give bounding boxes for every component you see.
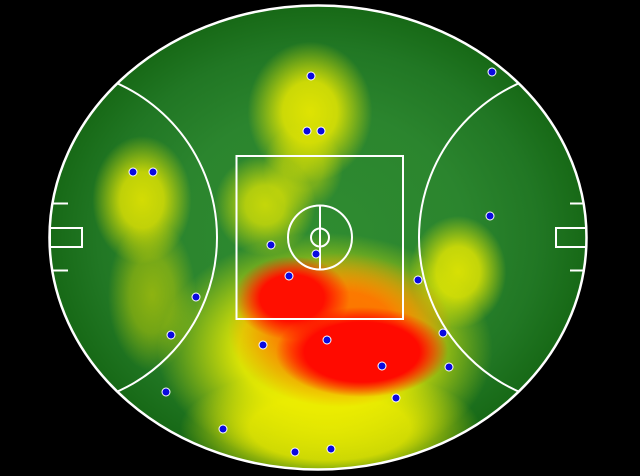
data-point-dot — [218, 424, 228, 434]
left-fifty-metre-arc — [49, 67, 218, 408]
data-point-dot — [326, 444, 336, 454]
right-goal-square — [555, 227, 587, 248]
data-point-dot — [487, 67, 497, 77]
data-point-dot — [322, 335, 332, 345]
data-point-dot — [311, 249, 321, 259]
data-point-dot — [485, 211, 495, 221]
data-point-dot — [148, 167, 158, 177]
data-point-dot — [284, 271, 294, 281]
data-point-dot — [391, 393, 401, 403]
data-point-dot — [306, 71, 316, 81]
boundary-line — [48, 4, 588, 471]
data-point-dot — [377, 361, 387, 371]
data-point-dot — [438, 328, 448, 338]
data-point-dot — [316, 126, 326, 136]
data-point-dot — [444, 362, 454, 372]
right-fifty-metre-arc — [418, 67, 587, 408]
data-point-dot — [266, 240, 276, 250]
data-point-dot — [166, 330, 176, 340]
data-point-dot — [128, 167, 138, 177]
data-point-dot — [302, 126, 312, 136]
data-point-dot — [161, 387, 171, 397]
centre-square — [235, 155, 404, 320]
data-point-dot — [290, 447, 300, 457]
data-point-dot — [191, 292, 201, 302]
data-point-dot — [413, 275, 423, 285]
data-point-dot — [258, 340, 268, 350]
